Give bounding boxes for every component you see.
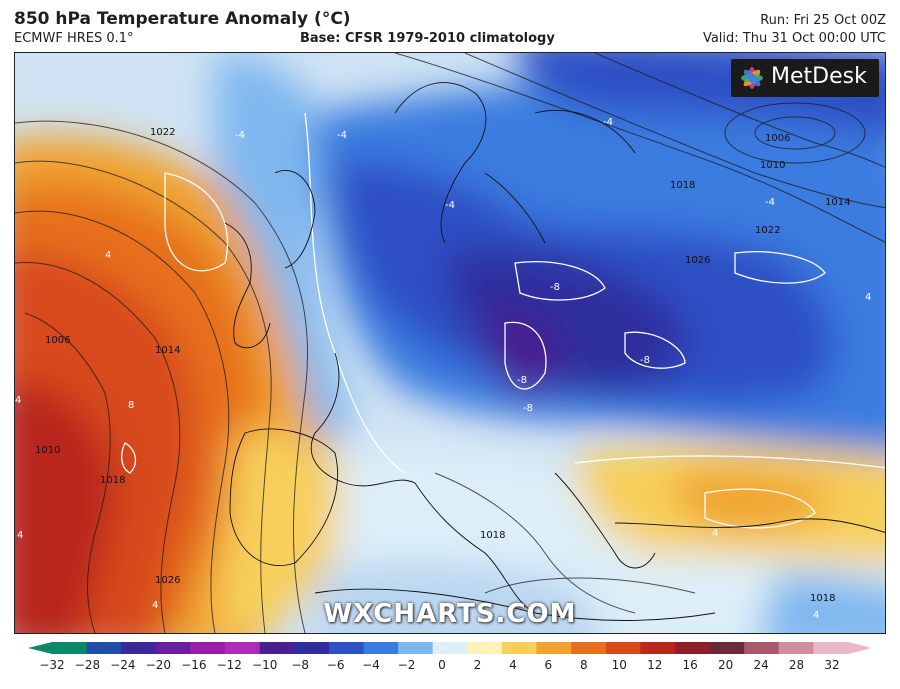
colorbar-swatch [363,642,399,654]
anomaly-label: -4 [765,197,775,208]
watermark: WXCHARTS.COM [323,599,577,629]
colorbar-swatch [640,642,676,654]
colorbar-tick-label: 6 [544,658,553,672]
anomaly-label: -4 [337,130,347,141]
colorbar-swatch [467,642,503,654]
anomaly-label: 4 [712,528,718,539]
colorbar-swatch [778,642,814,654]
isobar-label: 1022 [755,225,780,236]
colorbar-swatch [225,642,261,654]
model-label: ECMWF HRES 0.1° [14,31,134,46]
colorbar-tick-label: −20 [145,658,172,672]
anomaly-label: -8 [523,403,533,414]
anomaly-label: -4 [235,130,245,141]
isobar-label: 1026 [685,255,710,266]
isobar-label: 1018 [100,475,125,486]
colorbar-swatch [536,642,572,654]
colorbar-right-arrow [848,642,872,654]
colorbar-tick-label: −16 [181,658,207,672]
colorbar-swatch [155,642,191,654]
isobar-label: 1018 [810,593,835,604]
run-label: Run: Fri 25 Oct 00Z [760,13,886,28]
colorbar-swatch [294,642,330,654]
colorbar-tick-label: −8 [291,658,310,672]
anomaly-label: 4 [865,292,871,303]
colorbar-tick-label: 10 [611,658,627,672]
isobar-label: 1014 [155,345,180,356]
anomaly-label: 8 [128,400,134,411]
colorbar-swatch [86,642,122,654]
anomaly-label: 4 [17,530,23,541]
colorbar-swatch [709,642,745,654]
anomaly-label: -8 [550,282,560,293]
colorbar-ticks: −32 −28 −24 −20 −16 −12 −10 −8 −6 −4 −2 0 2 4 6 8 10 12 16… [39,658,839,676]
colorbar-swatch [121,642,157,654]
metdesk-logo-text: MetDesk [771,64,867,89]
colorbar-swatch [432,642,468,654]
colorbar-swatch [501,642,538,654]
colorbar-tick-label: 20 [717,658,734,672]
colorbar-swatch [674,642,711,654]
coastlines [224,82,885,621]
isobar-label: 1014 [825,197,850,208]
isobar-lines [15,53,885,633]
colorbar-swatch [328,642,364,654]
colorbar-tick-label: −28 [74,658,101,672]
colorbar-swatch [398,642,434,654]
valid-label: Valid: Thu 31 Oct 00:00 UTC [702,31,886,46]
colorbar [28,642,872,654]
map-panel[interactable]: 1022 1006 1010 1014 1018 1022 1026 1006 … [14,52,886,634]
chart-title: 850 hPa Temperature Anomaly (°C) [14,9,351,29]
isobar-label: 1006 [45,335,70,346]
colorbar-swatch [259,642,295,654]
colorbar-swatch [190,642,226,654]
colorbar-swatch [605,642,641,654]
colorbar-tick-label: −2 [397,658,416,672]
anomaly-label: -4 [445,200,455,211]
isobar-label: 1022 [150,127,175,138]
anomaly-label: 4 [152,600,158,611]
colorbar-swatch [813,642,849,654]
anomaly-label: 4 [105,250,111,261]
colorbar-swatch [52,642,88,654]
anomaly-label: -4 [603,117,613,128]
colorbar-tick-label: 8 [579,658,588,672]
anomaly-map: 1022 1006 1010 1014 1018 1022 1026 1006 … [15,53,885,633]
colorbar-tick-label: 32 [824,658,840,672]
colorbar-tick-label: −24 [110,658,136,672]
metdesk-logo-icon [741,67,763,89]
colorbar-left-arrow [28,642,52,654]
colorbar-tick-label: 12 [647,658,663,672]
metdesk-logo: MetDesk [731,59,879,97]
base-label: Base: CFSR 1979-2010 climatology [300,31,555,46]
isobar-label: 1018 [480,530,505,541]
colorbar-tick-label: −6 [326,658,345,672]
colorbar-tick-label: 0 [438,658,446,672]
colorbar-tick-label: 24 [753,658,769,672]
colorbar-swatch [744,642,780,654]
colorbar-tick-label: 4 [509,658,517,672]
anomaly-contours [121,112,885,529]
isobar-label: 1010 [35,445,60,456]
isobar-label: 1006 [765,133,790,144]
colorbar-tick-label: −32 [39,658,65,672]
isobar-label: 1018 [670,180,695,191]
anomaly-label: 4 [15,395,21,406]
isobar-label: 1026 [155,575,180,586]
anomaly-label: -8 [517,375,527,386]
colorbar-tick-label: −4 [362,658,380,672]
colorbar-tick-label: 16 [682,658,698,672]
anomaly-label: -8 [640,355,650,366]
colorbar-tick-label: −10 [252,658,278,672]
isobar-label: 1010 [760,160,785,171]
colorbar-tick-label: 2 [473,658,482,672]
anomaly-label: 4 [813,610,819,621]
colorbar-tick-label: 28 [788,658,805,672]
colorbar-tick-label: −12 [216,658,242,672]
colorbar-swatch [571,642,607,654]
